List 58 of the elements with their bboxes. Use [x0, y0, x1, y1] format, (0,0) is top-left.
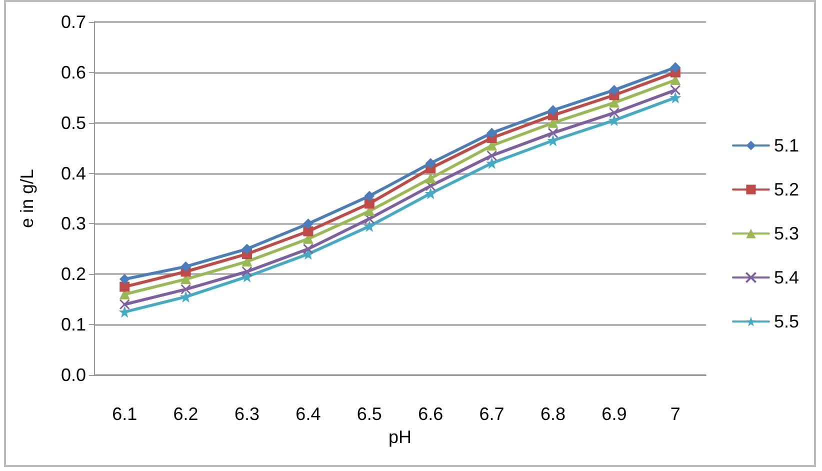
point [364, 213, 375, 224]
legend-label: 5.3 [774, 224, 800, 244]
point [303, 226, 314, 236]
x-tick-label: 6.1 [112, 404, 138, 424]
y-tick-label: 0.4 [60, 163, 86, 184]
point [548, 105, 558, 116]
point [120, 282, 130, 292]
legend-label: 5.4 [774, 268, 800, 288]
legend-label: 5.5 [774, 312, 800, 332]
x-tick-label: 6.6 [418, 404, 444, 424]
point [242, 244, 252, 254]
point [670, 92, 680, 103]
x-tick-label: 6.9 [602, 404, 627, 424]
y-tick-label: 0.3 [60, 214, 86, 234]
point [486, 128, 497, 138]
point [426, 173, 436, 184]
x-tick-label: 6.2 [173, 404, 198, 424]
y-axis-title: e in g/L [17, 168, 37, 228]
x-axis-title: pH [388, 426, 412, 447]
point [302, 244, 314, 254]
point [608, 108, 620, 118]
point [609, 85, 620, 96]
point [609, 115, 620, 126]
point [426, 188, 436, 198]
x-tick-label: 7 [670, 404, 680, 424]
y-tick-label: 0.1 [60, 314, 86, 335]
point [364, 190, 374, 201]
point [364, 198, 374, 209]
point [180, 292, 191, 302]
point [426, 158, 436, 168]
point [242, 272, 252, 282]
point [425, 180, 436, 192]
x-tick-label: 6.3 [234, 404, 260, 424]
point [242, 266, 252, 277]
x-tick-label: 6.7 [479, 404, 504, 424]
x-tick-label: 6.5 [356, 404, 382, 424]
y-tick-label: 0.0 [60, 365, 86, 385]
legend-label: 5.1 [774, 136, 800, 156]
point [364, 221, 374, 232]
point [120, 306, 130, 317]
point [670, 84, 681, 96]
point [670, 62, 680, 72]
point [119, 299, 130, 310]
y-tick-label: 0.6 [60, 62, 86, 82]
point [486, 158, 497, 168]
x-tick-label: 6.8 [540, 404, 566, 424]
y-tick-label: 0.7 [60, 12, 86, 32]
y-tick-label: 0.2 [60, 264, 86, 284]
point [180, 284, 192, 295]
point [548, 136, 558, 146]
point [486, 150, 498, 161]
point [120, 274, 130, 284]
legend-label: 5.2 [774, 180, 800, 200]
point [303, 218, 314, 229]
point [548, 128, 558, 138]
x-tick-label: 6.4 [296, 404, 321, 424]
point [180, 262, 191, 272]
y-tick-label: 0.5 [60, 112, 86, 133]
